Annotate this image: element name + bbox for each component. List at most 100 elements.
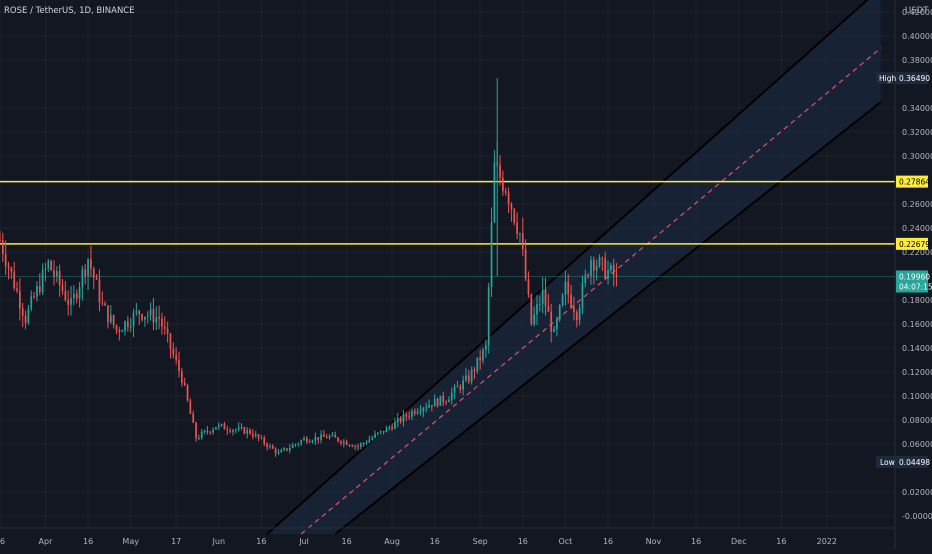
candle-body	[260, 437, 263, 439]
candle-body	[388, 427, 391, 429]
candle	[442, 391, 445, 407]
candle	[558, 303, 561, 323]
candle-body	[101, 302, 104, 304]
candle	[504, 187, 507, 196]
candle	[297, 442, 300, 447]
candle-body	[524, 249, 527, 279]
candle-body	[223, 424, 226, 430]
candle	[433, 394, 436, 407]
candle	[21, 302, 24, 328]
candle	[107, 305, 109, 329]
lower-level-tag-bg	[896, 237, 928, 250]
candle-body	[149, 308, 152, 316]
candle	[149, 302, 152, 321]
candle	[206, 426, 209, 435]
candle-body	[180, 371, 183, 383]
candle-body	[538, 303, 541, 305]
candle-body	[419, 411, 422, 413]
low-price-tag-bg	[896, 456, 928, 469]
candle-body	[573, 306, 575, 313]
candle	[374, 430, 376, 439]
candle	[470, 366, 473, 385]
price-tick-label: 0.18000	[902, 296, 932, 305]
candle-body	[533, 314, 536, 325]
candle	[112, 314, 115, 329]
channel-lower-line[interactable]	[334, 101, 882, 535]
candle	[183, 377, 186, 387]
candle	[161, 312, 163, 335]
candle-body	[144, 316, 146, 320]
candle	[527, 271, 530, 298]
candle-body	[334, 434, 337, 438]
candle-body	[493, 162, 496, 223]
candle-body	[448, 399, 450, 402]
candle-body	[0, 240, 1, 241]
candle-body	[254, 434, 257, 437]
candle-body	[16, 288, 18, 291]
candle-body	[155, 317, 158, 323]
candle	[277, 448, 280, 455]
high-label-bg	[876, 72, 896, 85]
candle	[24, 310, 27, 330]
candle-body	[217, 424, 220, 428]
price-axis[interactable]: 0.42000 0.40000 0.38000 0.34000 0.32000 0.300…	[894, 0, 932, 550]
channel-mid-line[interactable]	[300, 47, 882, 535]
time-tick-label: 16	[0, 537, 5, 546]
candle-body	[311, 440, 314, 442]
channel-fill	[267, 0, 881, 534]
candle	[362, 442, 365, 448]
candle-body	[598, 257, 601, 266]
candle-body	[467, 375, 470, 382]
candle-body	[507, 192, 510, 205]
candle-body	[431, 405, 433, 407]
candle-body	[240, 427, 243, 429]
candle-body	[75, 293, 78, 299]
candle-body	[169, 333, 172, 349]
candle	[226, 425, 229, 435]
candle-body	[158, 317, 160, 319]
time-tick-label: Jul	[298, 537, 309, 546]
candle-body	[550, 311, 553, 332]
candle	[286, 448, 288, 452]
candle-body	[118, 330, 121, 332]
candle-body	[362, 443, 365, 445]
candle-body	[564, 281, 567, 295]
time-axis[interactable]: 16 Apr 16 May 17 Jun 16 Jul 16 Aug 16 Sep 16 Oct 16 Nov…	[0, 527, 895, 546]
candle-body	[21, 308, 24, 316]
price-tick-label: 0.40000	[902, 32, 932, 41]
candle	[575, 309, 578, 328]
candle	[84, 264, 87, 285]
candle-body	[510, 204, 513, 210]
candle-body	[513, 209, 516, 223]
horizontal-levels[interactable]	[0, 180, 895, 277]
candle-body	[612, 265, 615, 275]
time-tick-label: 16	[256, 537, 266, 546]
candle	[473, 366, 476, 379]
candle-body	[274, 448, 277, 454]
time-tick-label: Oct	[558, 537, 572, 546]
candle	[90, 245, 92, 278]
candle	[311, 439, 314, 444]
candle-body	[200, 431, 203, 438]
candle	[371, 435, 374, 441]
candle-body	[377, 432, 379, 435]
candle	[166, 321, 169, 343]
candle	[33, 291, 35, 299]
candle-body	[161, 318, 163, 327]
candle	[320, 430, 322, 444]
candle-body	[81, 269, 84, 288]
candle	[422, 406, 425, 418]
candle-body	[436, 398, 439, 406]
candle-body	[607, 270, 609, 279]
candle-body	[385, 427, 388, 433]
candle	[365, 439, 368, 446]
low-label-bg	[876, 456, 896, 469]
candle	[601, 256, 604, 271]
candle	[428, 399, 430, 409]
candle-body	[192, 413, 195, 423]
candle	[30, 290, 33, 312]
candle	[385, 425, 388, 433]
candle	[610, 262, 612, 273]
candle	[561, 293, 564, 307]
